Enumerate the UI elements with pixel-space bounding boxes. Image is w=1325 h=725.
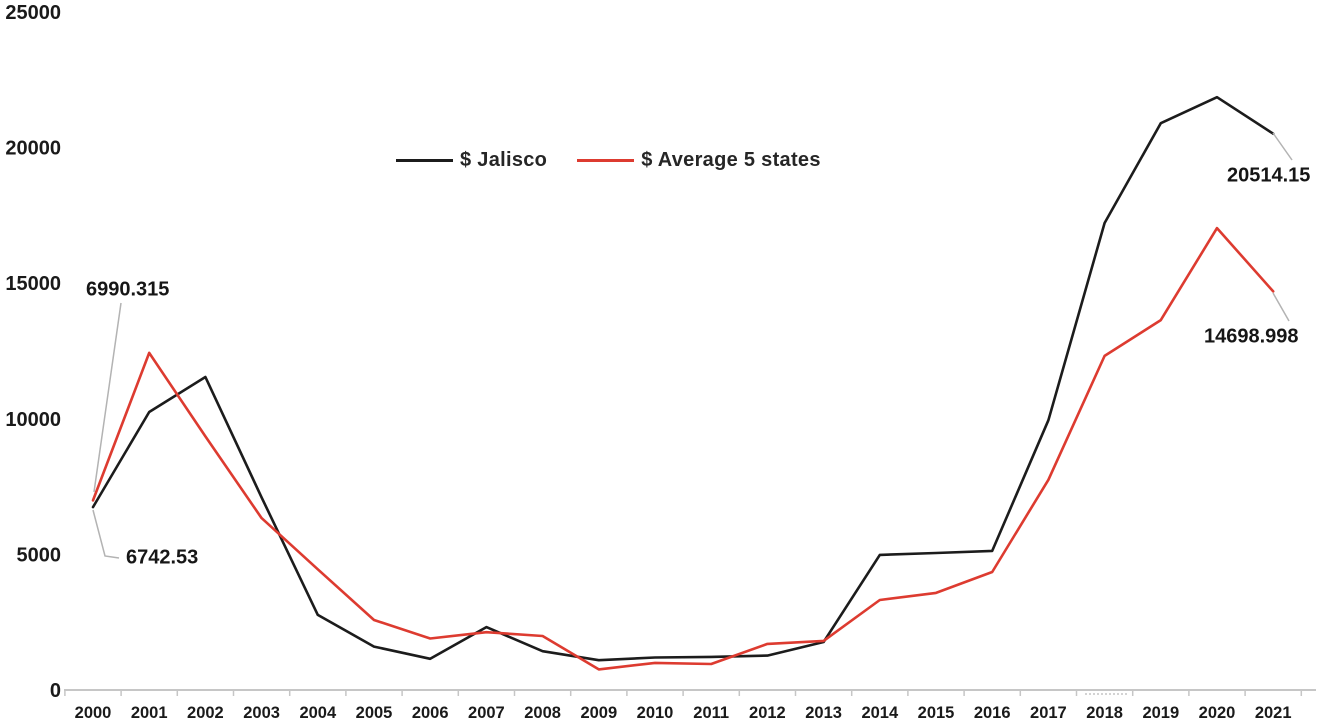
annotation-leader-line [1272,132,1293,161]
chart-legend: $ Jalisco $ Average 5 states [396,147,821,173]
annotation-jalisco-2021-value: 20514.15 [1227,164,1311,187]
x-axis-year-label: 2020 [1199,704,1236,722]
x-axis-year-label: 2008 [524,704,561,722]
y-axis-tick-label: 10000 [5,409,61,431]
x-axis-year-label: 2017 [1030,704,1067,722]
x-axis-year-label: 2016 [974,704,1011,722]
legend-item-jalisco: $ Jalisco [396,149,547,172]
x-axis-year-label: 2000 [75,704,112,722]
x-axis-year-label: 2002 [187,704,224,722]
annotation-leader-line [93,302,122,493]
jalisco-line-swatch-icon [396,158,453,162]
x-axis-year-label: 2005 [356,704,393,722]
x-axis-year-label: 2018 [1086,704,1123,722]
axis-label-print-artifact [1085,693,1127,695]
y-axis-tick-label: 0 [50,680,61,702]
y-axis-tick-label: 20000 [5,138,61,160]
x-axis-year-label: 2010 [637,704,674,722]
annotation-leader-line [1272,292,1290,322]
legend-item-average-5-states: $ Average 5 states [577,149,821,172]
legend-label-average-5-states: $ Average 5 states [641,148,821,171]
series-line-average-5-states [91,226,1275,671]
x-axis-year-label: 2011 [693,704,729,722]
x-axis-year-label: 2019 [1142,704,1179,722]
x-axis-year-label: 2003 [243,704,280,722]
x-axis-year-label: 2007 [468,704,505,722]
y-axis-tick-label: 5000 [17,544,62,566]
average-5-states-line-swatch-icon [577,158,635,162]
x-axis-year-label: 2001 [131,704,168,722]
x-axis-year-label: 2015 [918,704,955,722]
x-axis-year-label: 2012 [749,704,786,722]
annotation-avg5-2021-value: 14698.998 [1204,325,1299,348]
x-axis-year-label: 2009 [580,704,617,722]
annotation-jalisco-2000-value: 6742.53 [126,546,199,569]
x-axis-year-label: 2014 [861,704,899,722]
x-axis-year-label: 2004 [299,704,337,722]
annotation-leader-line [92,509,120,559]
x-axis-year-label: 2013 [805,704,842,722]
series-line-jalisco [91,95,1275,662]
x-axis-year-label: 2021 [1255,704,1292,722]
y-axis-tick-label: 25000 [5,2,61,24]
x-axis-year-label: 2006 [412,704,449,722]
legend-label-jalisco: $ Jalisco [460,148,548,171]
annotation-avg5-2000-value: 6990.315 [86,278,170,301]
y-axis-tick-label: 15000 [5,273,61,295]
